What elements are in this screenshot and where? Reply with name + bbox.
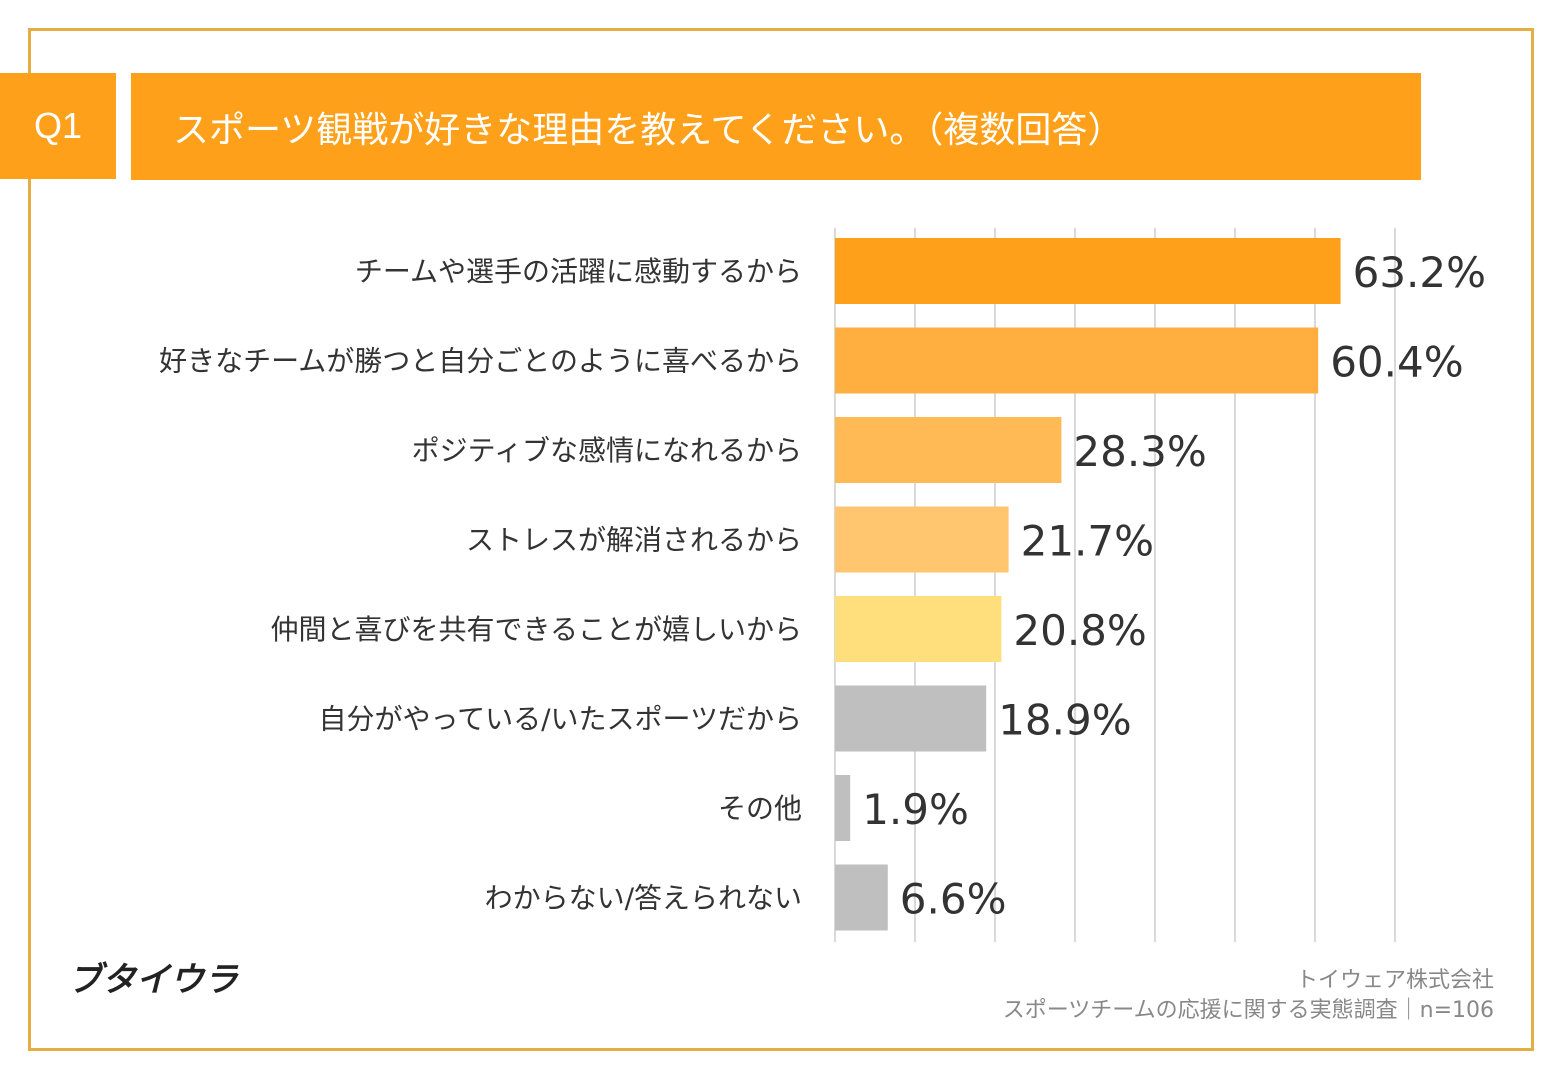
category-label: ポジティブな感情になれるから bbox=[412, 434, 802, 467]
value-label: 20.8% bbox=[1013, 606, 1146, 655]
category-label: ストレスが解消されるから bbox=[466, 524, 802, 557]
survey-name: スポーツチームの応援に関する実態調査｜n=106 bbox=[1002, 998, 1494, 1023]
value-label: 1.9% bbox=[862, 785, 969, 834]
value-label: 6.6% bbox=[900, 875, 1007, 924]
bar bbox=[835, 238, 1341, 304]
bar bbox=[835, 506, 1009, 573]
value-label: 63.2% bbox=[1353, 248, 1486, 297]
bar bbox=[835, 864, 888, 931]
bar bbox=[835, 327, 1319, 394]
question-number: Q1 bbox=[0, 73, 116, 179]
bar bbox=[835, 417, 1062, 483]
category-label: わからない/答えられない bbox=[485, 882, 802, 915]
chart-frame bbox=[28, 28, 1534, 1051]
category-label: 自分がやっている/いたスポーツだから bbox=[319, 703, 802, 736]
value-label: 60.4% bbox=[1330, 338, 1463, 387]
category-label: チームや選手の活躍に感動するから bbox=[355, 255, 802, 288]
bar bbox=[835, 775, 851, 841]
bar bbox=[835, 685, 987, 752]
chart-title: スポーツ観戦が好きな理由を教えてください。（複数回答） bbox=[131, 73, 1421, 180]
category-label: 好きなチームが勝つと自分ごとのように喜べるから bbox=[159, 345, 802, 378]
logo: ブタイウラ bbox=[68, 960, 238, 1000]
source-note: トイウェア株式会社 スポーツチームの応援に関する実態調査｜n=106 bbox=[1003, 966, 1494, 1026]
company-name: トイウェア株式会社 bbox=[1295, 968, 1494, 993]
value-label: 21.7% bbox=[1021, 517, 1154, 566]
category-label: その他 bbox=[718, 792, 802, 825]
category-label: 仲間と喜びを共有できることが嬉しいから bbox=[271, 613, 802, 646]
value-label: 28.3% bbox=[1073, 427, 1206, 476]
bar bbox=[835, 596, 1002, 662]
value-label: 18.9% bbox=[998, 696, 1131, 745]
